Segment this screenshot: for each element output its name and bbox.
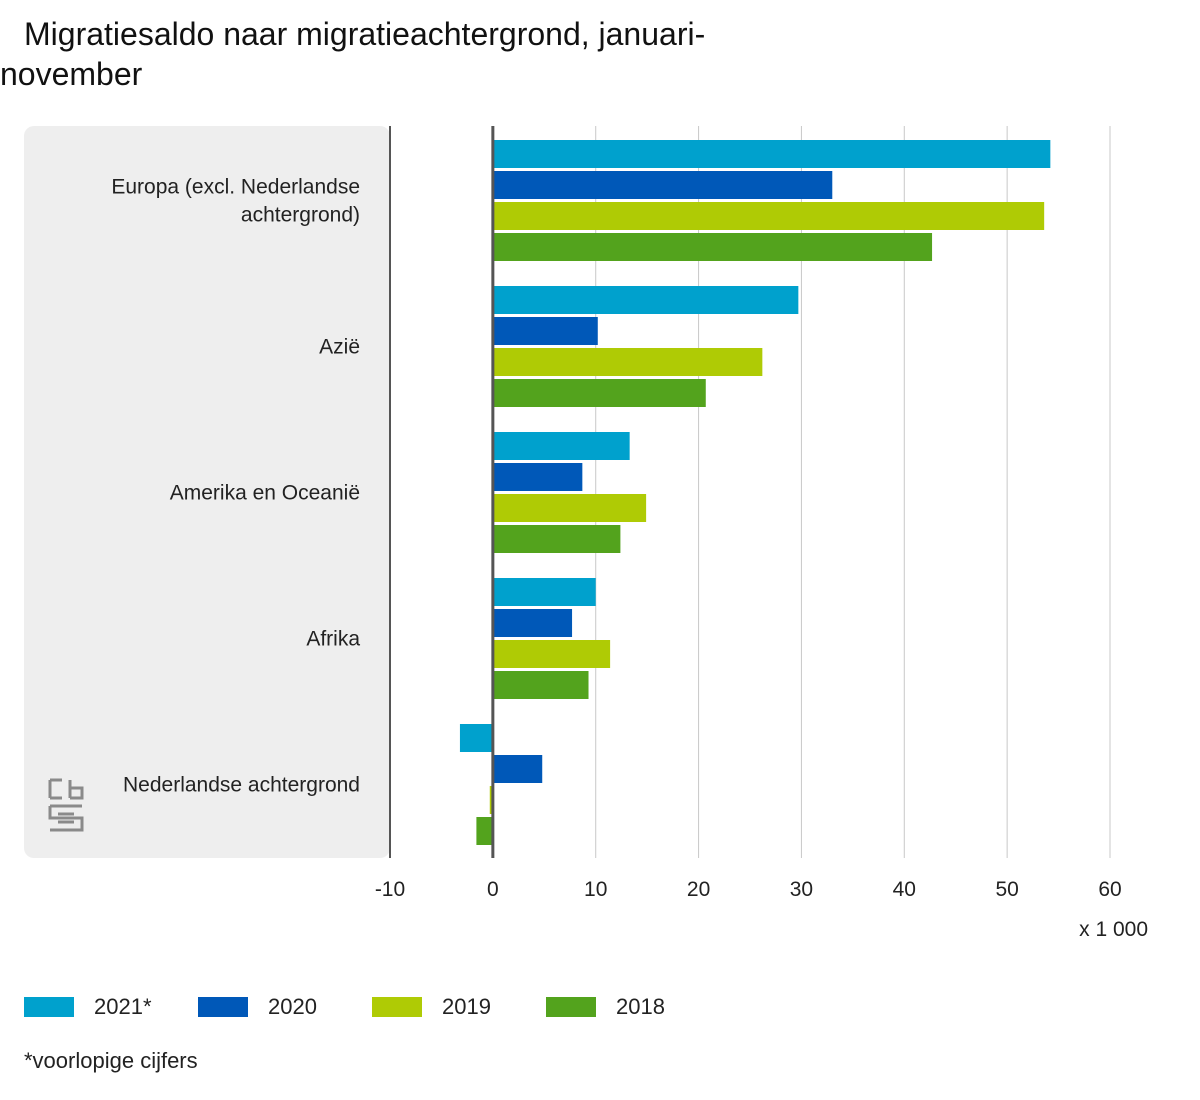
bars <box>459 126 1051 858</box>
bar-2019-1 <box>492 348 763 376</box>
category-label: Europa (excl. Nederlandse <box>111 176 360 199</box>
bar-2021-0 <box>492 140 1051 168</box>
category-label: achtergrond) <box>241 204 360 227</box>
x-tick-label: 0 <box>487 878 499 901</box>
x-tick-label: 30 <box>790 878 813 901</box>
bar-2019-4 <box>489 786 493 814</box>
bar-2021-1 <box>492 286 799 314</box>
footnote: *voorlopige cijfers <box>24 1048 198 1073</box>
bar-2020-1 <box>492 317 598 345</box>
x-tick-labels: -10 0 10 20 30 40 50 60 <box>375 878 1122 901</box>
bar-2019-3 <box>492 640 611 668</box>
x-tick-label: 60 <box>1098 878 1121 901</box>
bar-2021-2 <box>492 432 630 460</box>
category-label: Nederlandse achtergrond <box>123 774 360 797</box>
legend: 2021* 2020 2019 2018 <box>24 994 720 1020</box>
legend-swatch-2020 <box>198 997 248 1017</box>
legend-item-2019: 2019 <box>372 994 546 1020</box>
legend-swatch-2018 <box>546 997 596 1017</box>
bar-2020-2 <box>492 463 583 491</box>
category-label: Amerika en Oceanië <box>170 482 360 505</box>
bar-2018-0 <box>492 233 933 261</box>
legend-label-2021: 2021* <box>94 994 152 1019</box>
legend-label-2020: 2020 <box>268 994 317 1019</box>
x-tick-label: 50 <box>995 878 1018 901</box>
bar-2021-4 <box>459 724 493 752</box>
bar-2018-3 <box>492 671 589 699</box>
bar-2018-1 <box>492 379 706 407</box>
legend-item-2018: 2018 <box>546 994 720 1020</box>
chart-title: Migratiesaldo naar migratieachtergrond, … <box>0 16 706 92</box>
legend-item-2021: 2021* <box>24 994 198 1020</box>
bar-2020-0 <box>492 171 833 199</box>
legend-swatch-2019 <box>372 997 422 1017</box>
legend-swatch-2021 <box>24 997 74 1017</box>
category-label: Afrika <box>306 628 360 651</box>
unit-label: x 1 000 <box>1079 918 1148 941</box>
x-tick-label: 10 <box>584 878 607 901</box>
bar-chart: Europa (excl. Nederlandse achtergrond) Azi… <box>24 126 1122 901</box>
bar-2019-0 <box>492 202 1045 230</box>
x-tick-label: 40 <box>893 878 916 901</box>
legend-item-2020: 2020 <box>198 994 372 1020</box>
legend-label-2019: 2019 <box>442 994 491 1019</box>
bar-2018-2 <box>492 525 621 553</box>
x-tick-label: -10 <box>375 878 405 901</box>
legend-label-2018: 2018 <box>616 994 665 1019</box>
bar-2020-3 <box>492 609 573 637</box>
category-labels: Europa (excl. Nederlandse achtergrond) Azi… <box>111 176 360 797</box>
bar-2020-4 <box>492 755 543 783</box>
category-label: Azië <box>319 336 360 359</box>
bar-2019-2 <box>492 494 647 522</box>
x-tick-label: 20 <box>687 878 710 901</box>
label-panel <box>24 126 390 858</box>
bar-2021-3 <box>492 578 596 606</box>
bar-2018-4 <box>476 817 493 845</box>
cbs-logo-icon <box>48 778 84 832</box>
